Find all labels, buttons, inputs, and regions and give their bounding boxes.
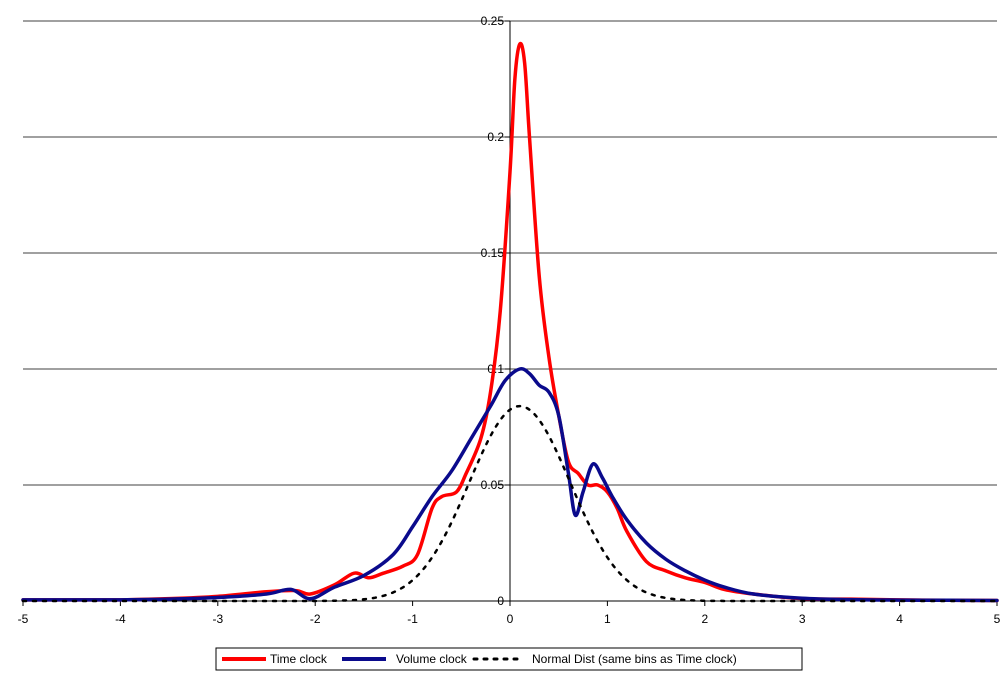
legend-box [215,647,803,671]
x-tick-label: 0 [507,612,514,626]
y-tick-label: 0.05 [481,478,505,492]
x-tick-label: -2 [310,612,321,626]
legend-time-clock-label: Time clock [270,652,328,666]
y-tick-labels: 0 0.05 0.1 0.15 0.2 0.25 [481,14,505,608]
time-clock-line [21,41,999,603]
legend: Time clock Volume clock Normal Dist (same … [215,647,803,671]
normal-dist-line [21,404,999,603]
legend-normal-dist-label: Normal Dist (same bins as Time clock) [532,652,737,666]
x-tick-label: 2 [701,612,708,626]
y-tick-label: 0.1 [487,362,504,376]
x-tick-label: 4 [896,612,903,626]
y-tick-label: 0.15 [481,246,505,260]
x-tick-label: 1 [604,612,611,626]
legend-volume-clock-label: Volume clock [396,652,468,666]
x-tick-label: -1 [407,612,418,626]
y-tick-label: 0 [497,594,504,608]
x-tick-label: -5 [18,612,29,626]
y-tick-label: 0.25 [481,14,505,28]
x-tick-label: -3 [212,612,223,626]
series-layer [21,41,999,603]
x-tick-label: 3 [799,612,806,626]
x-tick-label: -4 [115,612,126,626]
volume-clock-line [21,367,999,603]
x-tick-label: 5 [994,612,1001,626]
axes [22,20,998,606]
y-tick-label: 0.2 [487,130,504,144]
x-tick-labels: -5 -4 -3 -2 -1 0 1 2 3 4 5 [18,612,1001,626]
